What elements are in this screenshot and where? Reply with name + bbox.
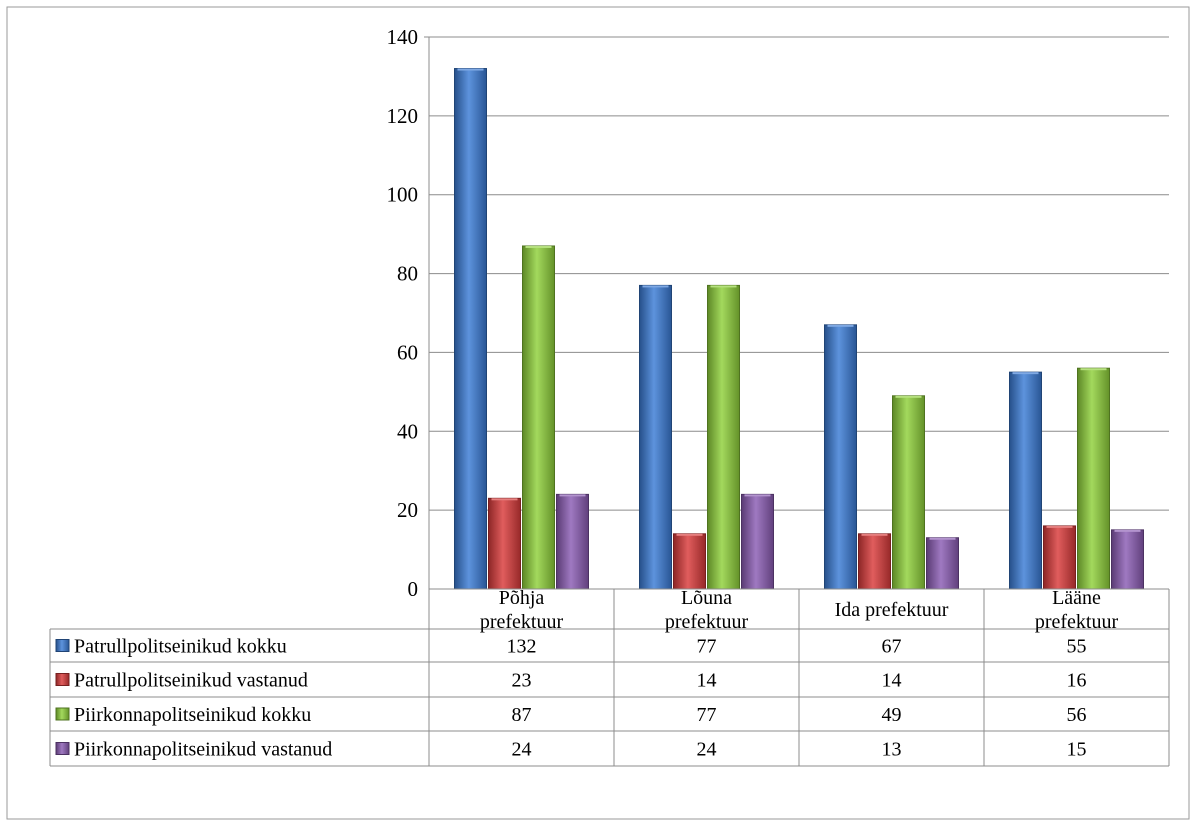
bar xyxy=(556,493,589,590)
y-tick-label: 0 xyxy=(408,577,419,601)
y-tick-label: 60 xyxy=(397,340,418,364)
table-value: 67 xyxy=(882,636,902,658)
table-value: 132 xyxy=(507,636,537,658)
bar xyxy=(639,284,672,590)
legend-key xyxy=(55,639,70,652)
y-tick-label: 20 xyxy=(397,498,418,522)
bar-highlight xyxy=(491,498,518,501)
bar-highlight xyxy=(1080,368,1107,371)
bar xyxy=(824,324,857,590)
chart-frame xyxy=(6,6,1190,820)
table-value: 77 xyxy=(697,636,717,658)
bar-highlight xyxy=(1012,372,1039,375)
bar xyxy=(1111,529,1144,590)
table-value: 14 xyxy=(882,670,902,692)
bar-highlight xyxy=(929,537,956,540)
bar xyxy=(1043,525,1076,590)
x-category-label: Ida prefektuur xyxy=(835,599,949,621)
bar xyxy=(741,493,774,590)
series-name: Piirkonnapolitseinikud kokku xyxy=(74,704,311,726)
legend-key xyxy=(55,707,70,721)
y-tick-label: 120 xyxy=(387,104,419,128)
bar xyxy=(858,533,891,590)
table-value: 16 xyxy=(1067,670,1087,692)
y-tick-label: 40 xyxy=(397,419,418,443)
bar-highlight xyxy=(895,395,922,398)
x-category-label: Põhja xyxy=(499,587,545,609)
table-value: 13 xyxy=(882,739,902,761)
table-value: 24 xyxy=(512,739,532,761)
x-category-label: Lõuna xyxy=(681,587,732,609)
y-tick-label: 100 xyxy=(387,183,419,207)
bar xyxy=(673,533,706,590)
series-name: Patrullpolitseinikud vastanud xyxy=(74,670,308,692)
bar xyxy=(454,68,487,590)
series-name: Patrullpolitseinikud kokku xyxy=(74,636,287,658)
bar-highlight xyxy=(525,245,552,248)
x-category-label: prefektuur xyxy=(1035,611,1119,633)
y-tick-label: 80 xyxy=(397,262,418,286)
bar-highlight xyxy=(827,324,854,327)
bar xyxy=(707,284,740,590)
table-value: 14 xyxy=(697,670,717,692)
bar xyxy=(1009,371,1042,590)
x-category-label: Lääne xyxy=(1052,587,1101,609)
bar-highlight xyxy=(676,533,703,536)
table-value: 56 xyxy=(1067,704,1087,726)
bar xyxy=(488,497,521,590)
bar xyxy=(892,395,925,590)
x-category-label: prefektuur xyxy=(665,611,749,633)
bar-highlight xyxy=(559,494,586,497)
bar xyxy=(1077,367,1110,590)
table-value: 49 xyxy=(882,704,902,726)
table-value: 23 xyxy=(512,670,532,692)
table-value: 55 xyxy=(1067,636,1087,658)
table-value: 15 xyxy=(1067,739,1087,761)
y-axis-tick-labels: 0 20 40 60 80 100 120 140 xyxy=(387,25,419,601)
bar-highlight xyxy=(861,533,888,536)
bar-highlight xyxy=(457,68,484,71)
table-value: 87 xyxy=(512,704,532,726)
bar-highlight xyxy=(710,285,737,288)
legend-key xyxy=(55,742,70,755)
bar xyxy=(926,537,959,590)
bar-highlight xyxy=(744,494,771,497)
table-value: 77 xyxy=(697,704,717,726)
bar-highlight xyxy=(1114,529,1141,532)
y-tick-label: 140 xyxy=(387,25,419,49)
bar xyxy=(522,245,555,590)
legend-key xyxy=(55,673,70,686)
bars xyxy=(454,68,1144,590)
bar-highlight xyxy=(642,285,669,288)
series-name: Piirkonnapolitseinikud vastanud xyxy=(74,739,332,761)
bar-highlight xyxy=(1046,525,1073,528)
x-category-label: prefektuur xyxy=(480,611,564,633)
table-value: 24 xyxy=(697,739,717,761)
